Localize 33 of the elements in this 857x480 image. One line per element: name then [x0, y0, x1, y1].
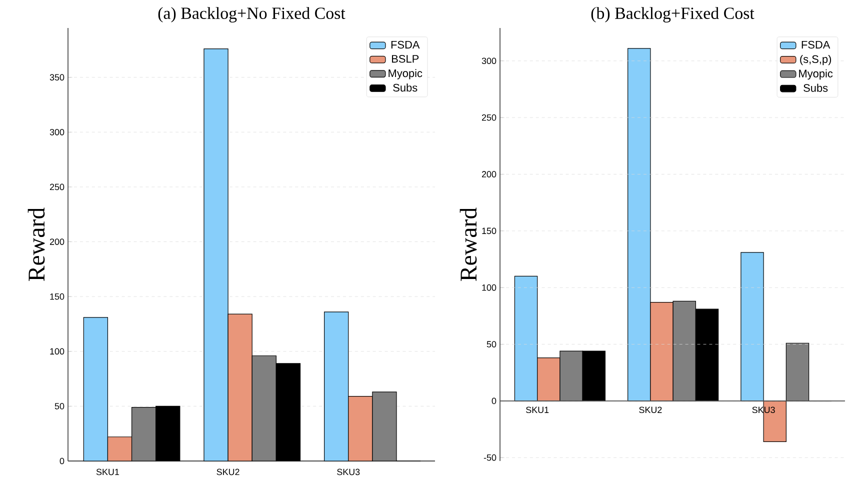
x-tick-label: SKU2: [639, 406, 662, 414]
y-tick-label: 50: [486, 341, 496, 348]
chart-title: (b) Backlog+Fixed Cost: [591, 7, 754, 22]
x-tick-label: SKU2: [216, 468, 240, 476]
y-tick-label: 150: [482, 228, 496, 234]
legend-label: Myopic: [799, 69, 833, 80]
y-tick-label: 300: [482, 58, 496, 64]
x-tick-label: SKU3: [337, 468, 360, 476]
y-tick-label: 250: [482, 114, 496, 121]
y-axis-title: Reward: [28, 208, 45, 281]
y-tick-label: 350: [50, 74, 64, 81]
chart-title: (a) Backlog+No Fixed Cost: [158, 7, 346, 22]
y-tick-label: 200: [482, 171, 496, 178]
y-tick-label: 250: [50, 184, 64, 190]
y-tick-label: 100: [50, 348, 64, 355]
legend-label: Subs: [804, 84, 828, 92]
legend-label: FSDA: [802, 40, 830, 49]
y-axis-title: Reward: [460, 208, 477, 281]
legend-label: BSLP: [392, 54, 419, 63]
y-tick-label: 200: [50, 238, 64, 245]
y-tick-label: 0: [492, 398, 496, 404]
legend-label: (s,S,p): [800, 54, 832, 66]
y-tick-label: 0: [60, 458, 64, 464]
legend-label: FSDA: [391, 40, 420, 49]
y-tick-label: -50: [484, 454, 496, 461]
y-tick-label: 100: [482, 284, 496, 291]
y-tick-label: 50: [54, 403, 64, 410]
legend-label: Myopic: [388, 69, 422, 80]
x-tick-label: SKU1: [96, 468, 119, 476]
y-tick-label: 300: [50, 128, 64, 136]
x-tick-label: SKU1: [526, 406, 549, 414]
legend-label: Subs: [393, 84, 418, 92]
y-tick-label: 150: [50, 293, 64, 300]
